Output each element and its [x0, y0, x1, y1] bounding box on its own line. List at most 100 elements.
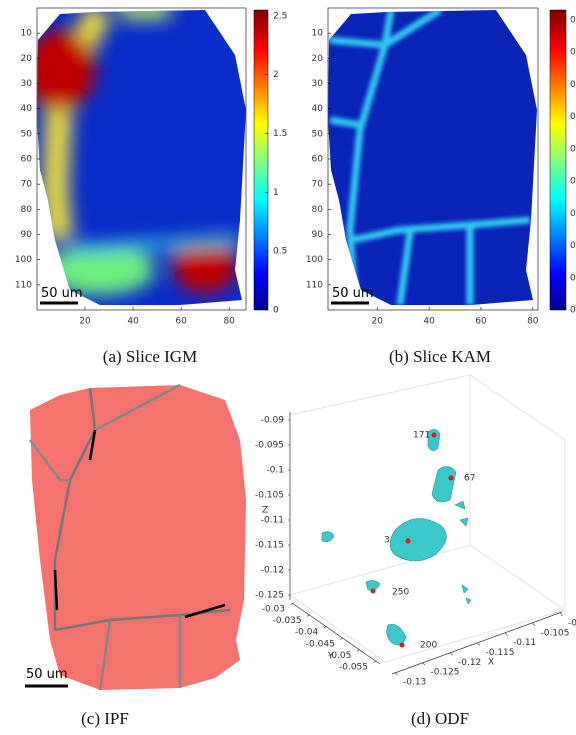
y-tick-label: 110 [306, 280, 323, 290]
peak-label: 200 [420, 641, 437, 651]
tick-label: -0.125 [255, 591, 284, 601]
colorbar [549, 9, 567, 311]
x-tick-label: 40 [127, 317, 139, 327]
odf-isosurfaces [321, 429, 472, 646]
tick-label: -0.03 [262, 605, 285, 615]
peak-label: 171 [413, 431, 430, 441]
tick-label: -0.13 [403, 678, 426, 688]
peak-label: 250 [392, 588, 409, 598]
y-tick-label: 40 [312, 104, 324, 114]
y-tick-label: 90 [312, 230, 324, 240]
panel-a: 50 um (a) Slice IGM [36, 7, 269, 366]
tick-label: -0.125 [431, 668, 460, 678]
box-panes [289, 374, 566, 663]
colorbar-label: 1.5 [273, 129, 287, 139]
colorbar-label: 0 [570, 80, 576, 90]
panel-b: 50 um (b) Slice KAM [327, 7, 567, 366]
tick-label: -0.12 [458, 658, 481, 668]
y-tick-label: 40 [21, 104, 33, 114]
tick-label: -0.045 [306, 639, 335, 649]
colorbar-label: 0 [570, 209, 576, 219]
odf-peaks [370, 432, 454, 648]
colorbar-label: 0 [570, 273, 576, 283]
x-tick-label: 60 [475, 317, 487, 327]
y-tick-label: 30 [312, 79, 324, 89]
x-tick-label: 20 [372, 317, 384, 327]
tick-label: -0.04 [295, 628, 319, 638]
tick-mark [373, 660, 377, 664]
tick-mark [477, 642, 481, 646]
tick-label: -0.095 [255, 441, 284, 451]
tick-mark [290, 602, 294, 606]
tick-label: -0.115 [255, 541, 284, 551]
tick-mark [307, 614, 310, 617]
caption: (a) Slice IGM [103, 347, 197, 366]
tick-mark [504, 632, 508, 636]
y-tick-label: 60 [312, 155, 324, 165]
heatmap-igm [37, 10, 246, 305]
peak-label: 3 [384, 536, 390, 546]
x-tick-label: 80 [527, 317, 539, 327]
y-tick-label: 70 [312, 180, 324, 190]
tick-mark [532, 622, 536, 627]
x-tick-label: 40 [423, 317, 435, 327]
axis-label: X [488, 658, 494, 668]
colorbar-label: 1 [273, 188, 279, 198]
y-tick-label: 70 [21, 180, 33, 190]
y-tick-label: 80 [21, 205, 33, 215]
scale-bar-label: 50 um [26, 667, 68, 682]
tick-mark [449, 652, 453, 656]
colorbar-label: 0 [570, 48, 576, 58]
tick-label: -0.1 [266, 466, 284, 476]
x-axis [391, 611, 563, 675]
caption: (d) ODF [411, 709, 469, 728]
caption: (c) IPF [81, 709, 129, 728]
y-tick-label: 20 [312, 54, 324, 64]
tick-mark [340, 637, 343, 640]
tick-label: -0.105 [255, 491, 284, 501]
colorbar-label: 0 [570, 177, 576, 187]
colorbar-label: 0 [570, 112, 576, 122]
colorbar [253, 9, 269, 311]
colorbar-label: 0 [273, 306, 279, 316]
axis-label: Z [262, 506, 268, 516]
tick-label: -0.1 [568, 619, 576, 629]
y-tick-label: 10 [312, 29, 324, 39]
colorbar-label: 0 [570, 16, 576, 26]
colorbar-label: 0 [570, 241, 576, 251]
ipf-map [30, 385, 246, 690]
tick-label: -0.035 [273, 616, 302, 626]
tick-mark [422, 661, 426, 666]
scale-bar-label: 50 um [332, 286, 374, 301]
tick-mark [559, 612, 563, 617]
axis-label: Y [327, 652, 334, 662]
tick-label: -0.105 [541, 628, 570, 638]
grain-boundaries [29, 383, 231, 691]
colorbar-label: 2.5 [273, 11, 287, 21]
tick-label: -0.09 [261, 416, 285, 426]
colorbar-label: 0 [570, 306, 576, 316]
tick-label: -0.055 [339, 663, 368, 673]
y-tick-label: 10 [21, 29, 33, 39]
y-tick-label: 100 [306, 255, 323, 265]
colorbar-label: 0 [570, 144, 576, 154]
peak-label: 67 [464, 474, 475, 484]
colorbar-label: 2 [273, 70, 279, 80]
y-tick-label: 80 [312, 205, 324, 215]
colorbar-label: 0.5 [273, 247, 287, 257]
panel-d: Z Y X 171 67 3 250 200 (d) ODF [262, 374, 566, 728]
y-tick-label: 100 [15, 255, 32, 265]
y-tick-label: 50 [21, 129, 33, 139]
y-tick-label: 60 [21, 155, 33, 165]
tick-label: -0.12 [261, 566, 284, 576]
y-tick-label: 50 [312, 129, 324, 139]
caption: (b) Slice KAM [389, 347, 491, 366]
x-tick-label: 60 [175, 317, 187, 327]
tick-label: -0.05 [328, 651, 351, 661]
y-tick-label: 20 [21, 54, 33, 64]
y-tick-label: 30 [21, 79, 33, 89]
scale-bar-label: 50 um [41, 286, 83, 301]
x-tick-label: 80 [223, 317, 235, 327]
tick-mark [394, 671, 398, 676]
